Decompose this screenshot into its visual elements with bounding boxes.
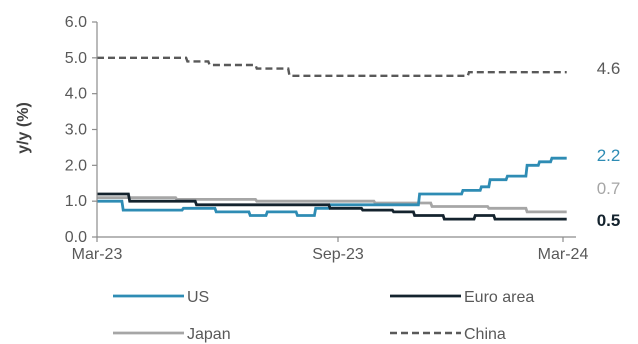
end-label-euro-area: 0.5 — [597, 211, 621, 230]
x-tick-label: Mar-24 — [538, 246, 589, 263]
end-label-us: 2.2 — [597, 146, 621, 165]
y-tick-label: 2.0 — [65, 157, 87, 174]
y-axis-ticks: 0.0 1.0 2.0 3.0 4.0 5.0 6.0 — [65, 14, 97, 246]
series-lines — [97, 56, 567, 221]
x-tick-label: Sep-23 — [312, 246, 364, 263]
legend-label-us: US — [187, 289, 209, 306]
y-tick-label: 0.0 — [65, 229, 87, 246]
legend-label-japan: Japan — [187, 326, 231, 343]
y-tick-label: 4.0 — [65, 86, 87, 103]
series-end-labels: 0.7 2.2 0.5 4.6 — [597, 59, 621, 230]
legend-label-euro-area: Euro area — [464, 289, 534, 306]
y-tick-label: 5.0 — [65, 50, 87, 67]
series-line-euro-area — [97, 192, 567, 221]
legend-label-china: China — [464, 326, 506, 343]
end-label-japan: 0.7 — [597, 179, 621, 198]
series-line-china — [97, 56, 567, 78]
y-tick-label: 3.0 — [65, 122, 87, 139]
end-label-china: 4.6 — [597, 59, 621, 78]
y-tick-label: 6.0 — [65, 14, 87, 31]
series-line-us — [97, 156, 567, 217]
y-axis-title: y/y (%) — [15, 102, 32, 154]
x-tick-label: Mar-23 — [72, 246, 123, 263]
legend: US Euro area Japan China — [113, 289, 534, 343]
y-tick-label: 1.0 — [65, 193, 87, 210]
x-axis-ticks: Mar-23 Sep-23 Mar-24 — [72, 237, 589, 263]
series-line-japan — [97, 196, 567, 214]
